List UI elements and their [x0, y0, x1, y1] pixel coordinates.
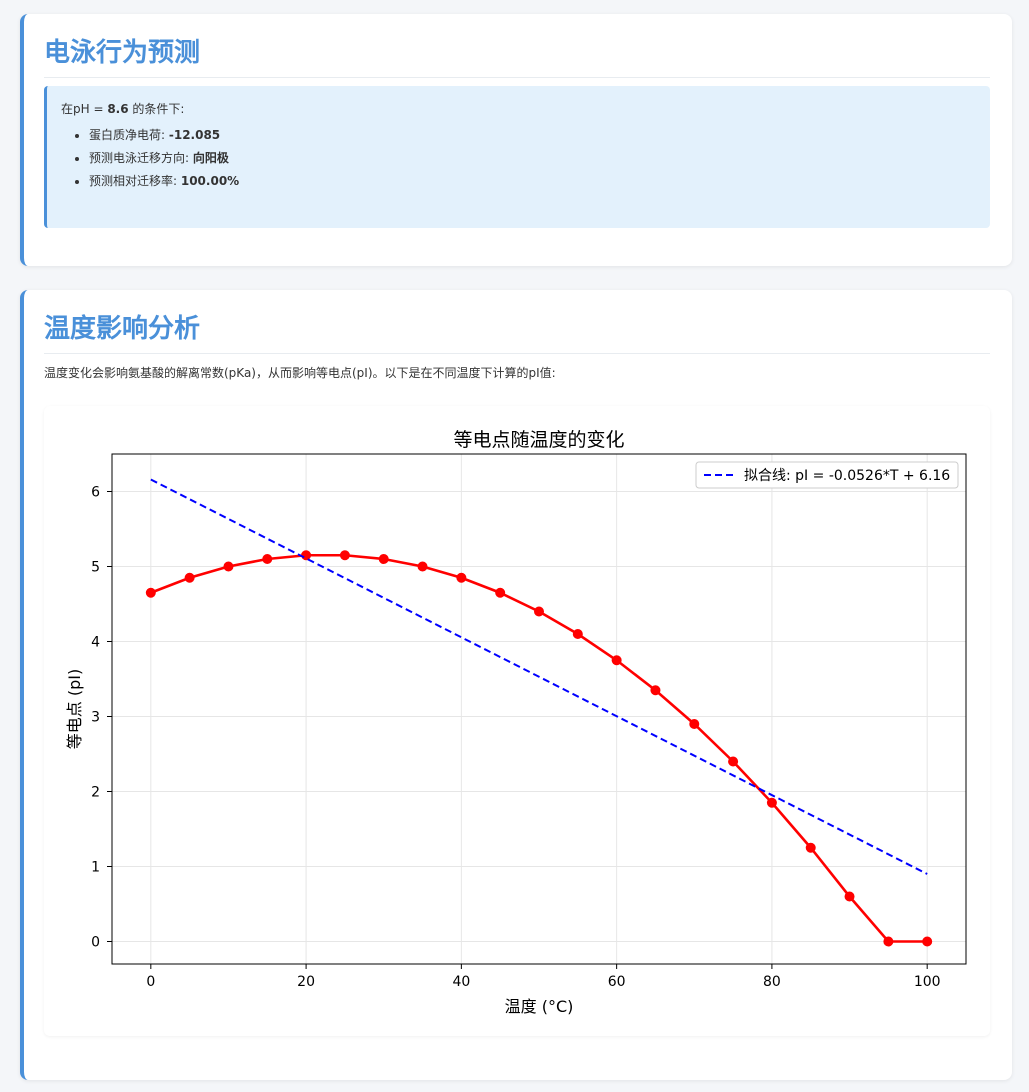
direction-value: 向阳极: [192, 151, 229, 165]
pi-data-point: [534, 606, 544, 617]
mobility-value: 100.00%: [180, 174, 240, 188]
direction-item: 预测电泳迁移方向: 向阳极: [89, 150, 976, 166]
condition-prefix: 在pH =: [61, 102, 108, 116]
pi-data-point: [301, 550, 312, 561]
net-charge-label: 蛋白质净电荷:: [89, 128, 169, 142]
y-tick-label: 3: [91, 710, 100, 726]
net-charge-item: 蛋白质净电荷: -12.085: [89, 127, 976, 143]
pi-data-point: [184, 572, 195, 583]
pi-data-point: [495, 587, 506, 598]
electrophoresis-title: 电泳行为预测: [44, 32, 990, 78]
condition-suffix: 的条件下:: [128, 102, 185, 116]
temperature-card: 温度影响分析 温度变化会影响氨基酸的解离常数(pKa)，从而影响等电点(pI)。…: [20, 290, 1012, 1080]
chart-title: 等电点随温度的变化: [453, 429, 624, 451]
pi-data-point: [805, 842, 816, 853]
x-tick-label: 20: [297, 974, 315, 990]
net-charge-value: -12.085: [168, 128, 221, 142]
condition-text: 在pH = 8.6 的条件下:: [61, 100, 976, 117]
pi-data-point: [417, 561, 428, 572]
plot-frame: [111, 453, 967, 965]
mobility-item: 预测相对迁移率: 100.00%: [89, 173, 976, 189]
temperature-title: 温度影响分析: [44, 308, 990, 354]
pi-data-point: [572, 629, 583, 639]
pi-data-point: [262, 554, 273, 564]
pi-data-point: [844, 891, 855, 902]
chart-container: 0 20 40 60 80 100 0 1 2 3 4 5 6 等电点随温度的变化 温度 (°C) 等电点 (…: [44, 406, 990, 1036]
x-tick-label: 0: [146, 974, 155, 990]
y-tick-label: 2: [91, 785, 100, 801]
pi-data-point: [339, 550, 350, 561]
pi-data-point: [922, 936, 933, 947]
pi-data-point: [223, 561, 234, 572]
x-tick-label: 80: [763, 974, 781, 990]
y-tick-label: 5: [91, 560, 100, 576]
y-tick-label: 0: [91, 935, 100, 951]
x-tick-label: 100: [914, 974, 941, 990]
x-axis-label: 温度 (°C): [505, 997, 574, 1016]
pi-data-point: [611, 655, 622, 666]
pi-data-point: [728, 756, 739, 767]
result-list: 蛋白质净电荷: -12.085 预测电泳迁移方向: 向阳极 预测相对迁移率: 1…: [61, 127, 976, 189]
direction-label: 预测电泳迁移方向:: [89, 151, 193, 165]
pi-data-point: [766, 797, 777, 808]
legend-box: [695, 461, 959, 489]
y-tick-label: 1: [91, 860, 100, 876]
x-tick-label: 40: [452, 974, 470, 990]
electrophoresis-info-box: 在pH = 8.6 的条件下: 蛋白质净电荷: -12.085 预测电泳迁移方向…: [44, 86, 990, 228]
y-tick-label: 4: [91, 635, 100, 651]
temperature-description: 温度变化会影响氨基酸的解离常数(pKa)，从而影响等电点(pI)。以下是在不同温…: [44, 366, 556, 380]
pi-data-point: [689, 719, 700, 729]
y-axis-label: 等电点 (pI): [65, 669, 84, 749]
pi-data-point: [378, 554, 389, 564]
mobility-label: 预测相对迁移率:: [89, 174, 181, 188]
legend-label: 拟合线: pI = -0.0526*T + 6.16: [744, 468, 950, 484]
x-tick-label: 60: [608, 974, 626, 990]
pi-data-point: [883, 936, 894, 947]
pi-data-point: [456, 572, 467, 583]
ph-value: 8.6: [107, 102, 129, 116]
pi-data-point: [650, 685, 661, 696]
pi-data-point: [145, 587, 156, 598]
y-tick-label: 6: [91, 485, 100, 501]
fit-line: [150, 478, 928, 875]
electrophoresis-card: 电泳行为预测 在pH = 8.6 的条件下: 蛋白质净电荷: -12.085 预…: [20, 14, 1012, 266]
